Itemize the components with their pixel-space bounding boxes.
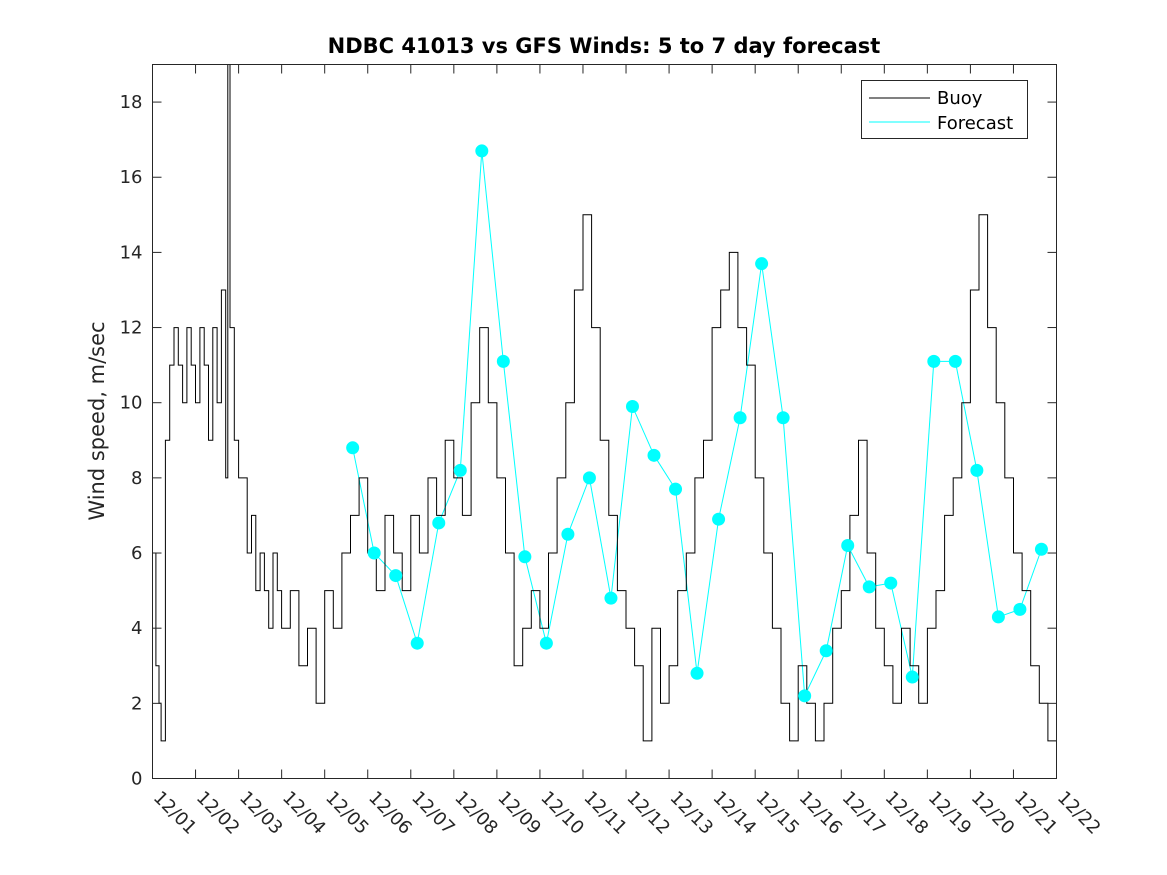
y-tick-label: 8 [131, 468, 142, 489]
forecast-trace-segment [696, 519, 720, 674]
y-tick-label: 2 [131, 693, 142, 714]
forecast-point [669, 482, 683, 496]
forecast-point [798, 689, 812, 703]
legend-forecast-label: Forecast [937, 113, 1013, 134]
forecast-traces [352, 150, 1042, 697]
forecast-point [539, 636, 553, 650]
forecast-trace-segment [718, 417, 741, 520]
y-tick-label: 6 [131, 543, 142, 564]
forecast-trace-segment [847, 545, 870, 588]
forecast-point [862, 580, 876, 594]
forecast-point [841, 539, 855, 553]
chart-title: NDBC 41013 vs GFS Winds: 5 to 7 day fore… [328, 34, 881, 58]
y-axis: 0 2 4 6 8 10 12 14 16 18 [120, 92, 1057, 790]
plot-area-frame [152, 64, 1057, 779]
forecast-trace-segment [954, 361, 978, 471]
forecast-point [346, 441, 360, 455]
y-tick-label: 14 [120, 242, 143, 263]
forecast-point [712, 512, 726, 526]
forecast-trace-segment [653, 455, 676, 490]
forecast-point [389, 569, 403, 583]
forecast-trace-segment [739, 263, 763, 418]
forecast-trace-segment [1019, 549, 1042, 610]
legend-box [861, 80, 1028, 139]
y-tick-label: 18 [120, 92, 143, 113]
forecast-trace-segment [804, 650, 827, 697]
forecast-point [948, 354, 962, 368]
forecast-point [604, 591, 618, 605]
forecast-trace-segment [567, 477, 590, 535]
y-tick-label: 0 [131, 769, 142, 790]
legend: Buoy Forecast [861, 80, 1028, 139]
forecast-point [625, 399, 639, 413]
forecast-point [819, 644, 833, 658]
forecast-trace-segment [416, 522, 440, 644]
forecast-point [432, 516, 446, 530]
buoy-line-group [152, 64, 1057, 742]
forecast-point [453, 463, 467, 477]
forecast-point [776, 411, 790, 425]
forecast-trace-segment [481, 150, 504, 362]
forecast-point [647, 448, 661, 462]
forecast-point [1013, 602, 1027, 616]
forecast-trace-segment [825, 545, 849, 651]
y-tick-label: 16 [120, 167, 143, 188]
buoy-series-line [152, 64, 1057, 742]
forecast-trace-segment [588, 477, 612, 599]
forecast-trace-segment [438, 470, 461, 524]
forecast-point [561, 527, 575, 541]
forecast-point [970, 463, 984, 477]
legend-buoy-label: Buoy [937, 88, 983, 109]
forecast-trace-segment [632, 406, 655, 456]
y-tick-label: 4 [131, 618, 142, 639]
forecast-point [733, 411, 747, 425]
forecast-trace-segment [976, 470, 999, 617]
forecast-trace-segment [782, 417, 806, 696]
y-axis-label: Wind speed, m/sec [85, 321, 109, 520]
forecast-trace-segment [545, 534, 569, 644]
forecast-trace-segment [459, 150, 483, 471]
forecast-trace-segment [352, 447, 375, 554]
forecast-point [690, 666, 704, 680]
forecast-point [518, 550, 532, 564]
forecast-point [927, 354, 941, 368]
forecast-point [582, 471, 596, 485]
forecast-point [367, 546, 381, 560]
forecast-point [1034, 542, 1048, 556]
forecast-point [496, 354, 510, 368]
forecast-trace-segment [761, 263, 784, 418]
forecast-point [884, 576, 898, 590]
forecast-markers [346, 144, 1048, 703]
forecast-point [905, 670, 919, 684]
forecast-point [410, 636, 424, 650]
forecast-trace-segment [502, 361, 526, 557]
y-tick-label: 12 [120, 318, 143, 339]
y-tick-label: 10 [120, 393, 143, 414]
forecast-point [755, 257, 769, 271]
forecast-trace-segment [911, 361, 935, 678]
forecast-trace-segment [395, 575, 418, 644]
forecast-point [475, 144, 489, 158]
forecast-trace-segment [610, 406, 633, 599]
forecast-point [991, 610, 1005, 624]
forecast-trace-segment [524, 556, 547, 644]
